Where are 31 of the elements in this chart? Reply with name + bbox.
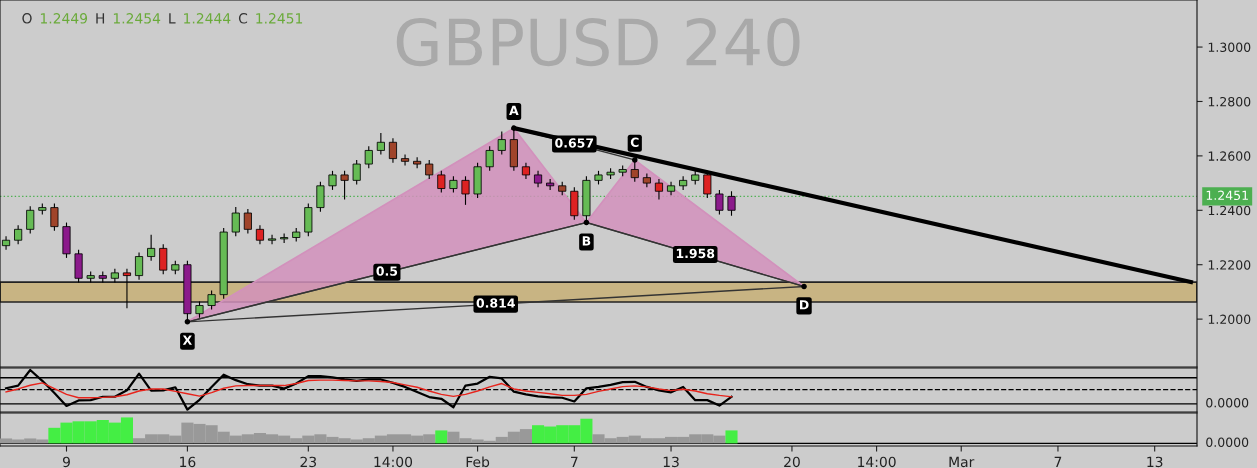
x-tick-label: 23 bbox=[300, 456, 317, 468]
ref-line-label: 0.0000 bbox=[1206, 398, 1249, 408]
y-tick-label: 1.2800 bbox=[1208, 96, 1251, 107]
x-tick-label: 16 bbox=[180, 456, 196, 468]
annotation: O 1.2449 H 1.2454 L 1.2444 C 1.2451 bbox=[22, 13, 303, 24]
series-label: A bbox=[509, 105, 519, 115]
y-tick-label: 1.3000 bbox=[1208, 42, 1251, 52]
x-tick-label: 7 bbox=[571, 456, 578, 467]
x-tick-label: 20 bbox=[784, 456, 800, 468]
x-tick-label: 7 bbox=[1054, 456, 1062, 467]
series-label: 1.958 bbox=[676, 248, 715, 259]
y-tick-label: 1.2400 bbox=[1208, 205, 1251, 216]
series-label: 0.657 bbox=[555, 138, 594, 148]
x-tick-label: 9 bbox=[62, 456, 70, 468]
x-tick-label: 13 bbox=[1147, 456, 1163, 468]
ref-line-label: 1.2451 bbox=[1206, 190, 1248, 201]
x-tick-label: Feb bbox=[466, 456, 490, 468]
x-tick-label: 14:00 bbox=[374, 456, 413, 468]
x-tick-label: Mar bbox=[949, 456, 975, 468]
x-tick-label: 13 bbox=[663, 456, 679, 468]
y-tick-label: 1.2000 bbox=[1208, 314, 1251, 325]
series-label: 0.814 bbox=[476, 298, 515, 308]
series-label: X bbox=[182, 335, 192, 345]
series-label: C bbox=[630, 137, 639, 147]
y-tick-label: 1.2600 bbox=[1208, 151, 1251, 161]
series-label: B bbox=[582, 236, 591, 246]
x-tick-label: 14:00 bbox=[858, 456, 896, 468]
ref-line-label: 0.0000 bbox=[1206, 437, 1249, 448]
series-label: D bbox=[800, 300, 809, 310]
y-tick-label: 1.2200 bbox=[1208, 260, 1251, 270]
series-label: 0.5 bbox=[376, 266, 398, 276]
